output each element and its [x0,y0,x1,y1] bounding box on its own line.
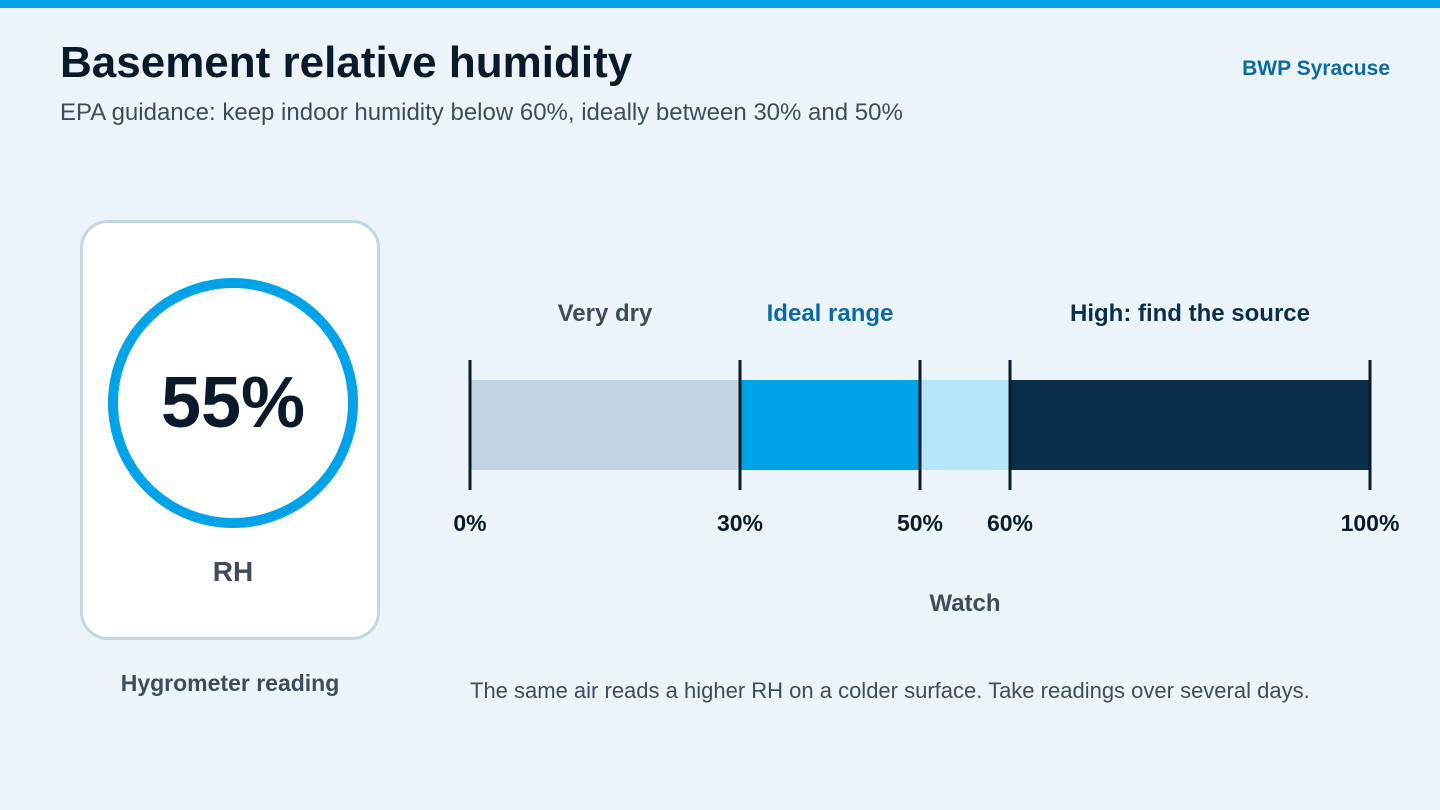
page-subtitle: EPA guidance: keep indoor humidity below… [60,99,903,126]
hygrometer-card: 55% RH [80,220,380,640]
band-label: Watch [929,590,1000,617]
top-accent-bar [0,0,1440,8]
tick-label: 100% [1341,510,1400,536]
tick-label: 30% [717,510,763,536]
band-label: Very dry [558,300,653,327]
hygrometer-caption: Hygrometer reading [120,670,340,696]
band-segment [1010,380,1370,470]
band-segment [470,380,740,470]
brand-label: BWP Syracuse [1242,57,1390,80]
humidity-unit-label: RH [212,556,254,587]
band-label: High: find the source [1070,300,1310,327]
tick-label: 60% [987,510,1033,536]
tick-label: 0% [453,510,486,536]
humidity-scale: Very dry Ideal range Watch High: find the s… [453,300,1400,617]
band-segment [740,380,920,470]
band-label: Ideal range [767,300,894,327]
footnote: The same air reads a higher RH on a cold… [470,678,1310,703]
humidity-reading-value: 55% [160,363,306,443]
page-title: Basement relative humidity [60,38,633,87]
gauge-ring [108,278,358,528]
tick-label: 50% [897,510,943,536]
band-segment [920,380,1010,470]
